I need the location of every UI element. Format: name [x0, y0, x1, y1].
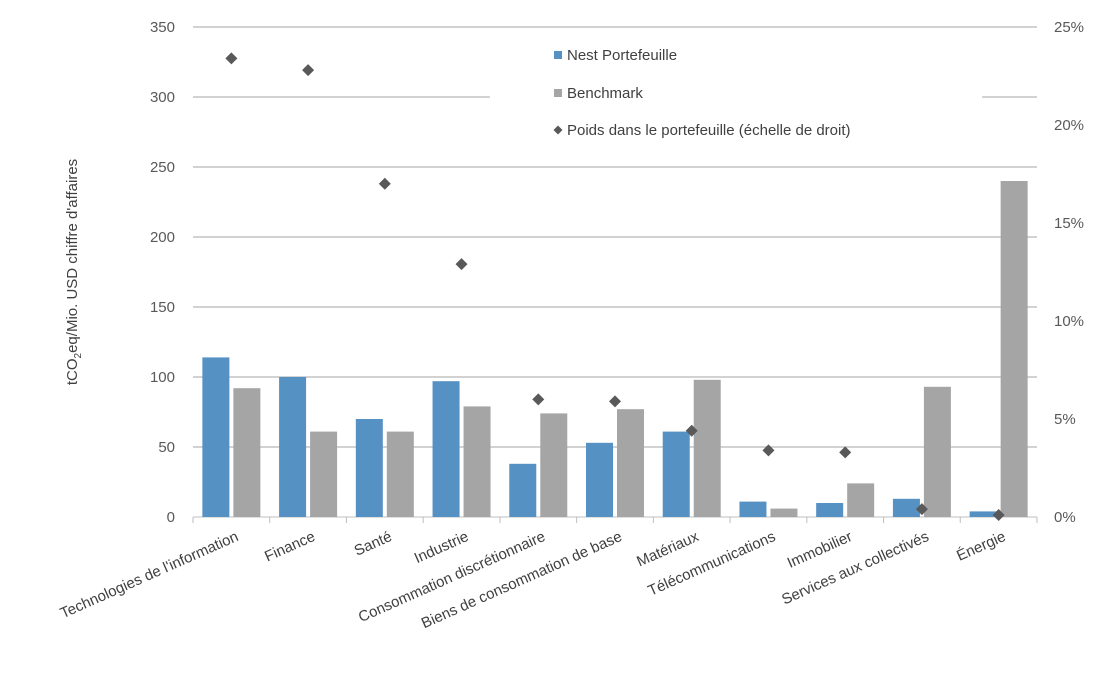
weight-marker	[302, 64, 315, 77]
bar-portefeuille	[509, 463, 537, 517]
bar-portefeuille	[892, 498, 920, 517]
bar-portefeuille	[279, 377, 307, 517]
bar-portefeuille	[662, 431, 690, 517]
weight-marker	[225, 52, 238, 65]
y2-tick-label: 10%	[1054, 313, 1084, 330]
legend-weight-label: Poids dans le portefeuille (échelle de d…	[567, 122, 851, 139]
weight-marker	[532, 393, 545, 406]
y2-tick-label: 15%	[1054, 215, 1084, 232]
category-label: Industrie	[412, 528, 471, 567]
bar-benchmark	[847, 483, 875, 517]
bar-benchmark	[693, 379, 721, 517]
weight-marker	[762, 444, 775, 457]
legend-portefeuille-swatch	[554, 51, 562, 59]
y2-tick-label: 0%	[1054, 509, 1076, 526]
bar-benchmark	[1000, 181, 1028, 517]
x-axis-categories: Technologies de l'information Finance Sant…	[58, 528, 1008, 632]
y-tick-label: 300	[150, 89, 175, 106]
legend: Nest Portefeuille Benchmark Poids dans le …	[490, 36, 982, 150]
legend-benchmark-label: Benchmark	[567, 85, 643, 102]
category-label: Services aux collectivés	[779, 528, 931, 608]
bar-benchmark	[770, 508, 798, 517]
bar-portefeuille	[202, 357, 230, 517]
bars	[202, 181, 1028, 517]
y-tick-label: 200	[150, 229, 175, 246]
legend-weight-swatch	[553, 125, 563, 135]
bar-portefeuille	[586, 442, 613, 517]
bar-portefeuille	[969, 511, 997, 517]
y-axis-label: tCO2eq/Mio. USD chiffre d'affaires	[64, 159, 84, 385]
legend-benchmark-swatch	[554, 89, 562, 97]
bar-benchmark	[386, 431, 414, 517]
y-axis-right-ticks: 0% 5% 10% 15% 20% 25%	[1054, 19, 1084, 526]
weight-marker	[685, 424, 698, 437]
y-axis-label-main: tCO	[64, 358, 81, 385]
weight-marker	[378, 177, 391, 190]
y-axis-left-ticks: 0 50 100 150 200 250 300 350	[150, 19, 175, 526]
y2-tick-label: 5%	[1054, 411, 1076, 428]
category-label: Énergie	[954, 528, 1008, 565]
legend-background	[490, 36, 982, 150]
bar-benchmark	[310, 431, 338, 517]
bar-portefeuille	[355, 419, 383, 517]
y-tick-label: 50	[158, 439, 175, 456]
weight-marker	[992, 509, 1005, 522]
category-label: Finance	[262, 528, 318, 565]
bar-benchmark	[617, 409, 644, 517]
weight-marker	[839, 446, 852, 459]
bar-benchmark	[463, 406, 491, 517]
weight-markers	[225, 52, 1005, 522]
legend-portefeuille-label: Nest Portefeuille	[567, 47, 677, 64]
bar-benchmark	[923, 386, 951, 517]
y2-tick-label: 25%	[1054, 19, 1084, 36]
y-tick-label: 100	[150, 369, 175, 386]
weight-marker	[609, 395, 621, 408]
category-label: Technologies de l'information	[58, 528, 241, 622]
y-tick-label: 350	[150, 19, 175, 36]
bar-benchmark	[540, 413, 568, 517]
bar-portefeuille	[432, 381, 460, 517]
bar-portefeuille	[739, 501, 767, 517]
y-tick-label: 250	[150, 159, 175, 176]
weight-marker	[915, 503, 928, 516]
y2-tick-label: 20%	[1054, 117, 1084, 134]
y-tick-label: 0	[167, 509, 175, 526]
weight-marker	[455, 258, 468, 271]
category-label: Télécommunications	[645, 528, 778, 599]
y-tick-label: 150	[150, 299, 175, 316]
category-label: Santé	[352, 528, 395, 559]
bar-benchmark	[233, 388, 261, 517]
y-axis-label-subscript: 2	[73, 352, 84, 358]
y-axis-label-rest: eq/Mio. USD chiffre d'affaires	[64, 159, 81, 353]
bar-portefeuille	[816, 503, 844, 517]
